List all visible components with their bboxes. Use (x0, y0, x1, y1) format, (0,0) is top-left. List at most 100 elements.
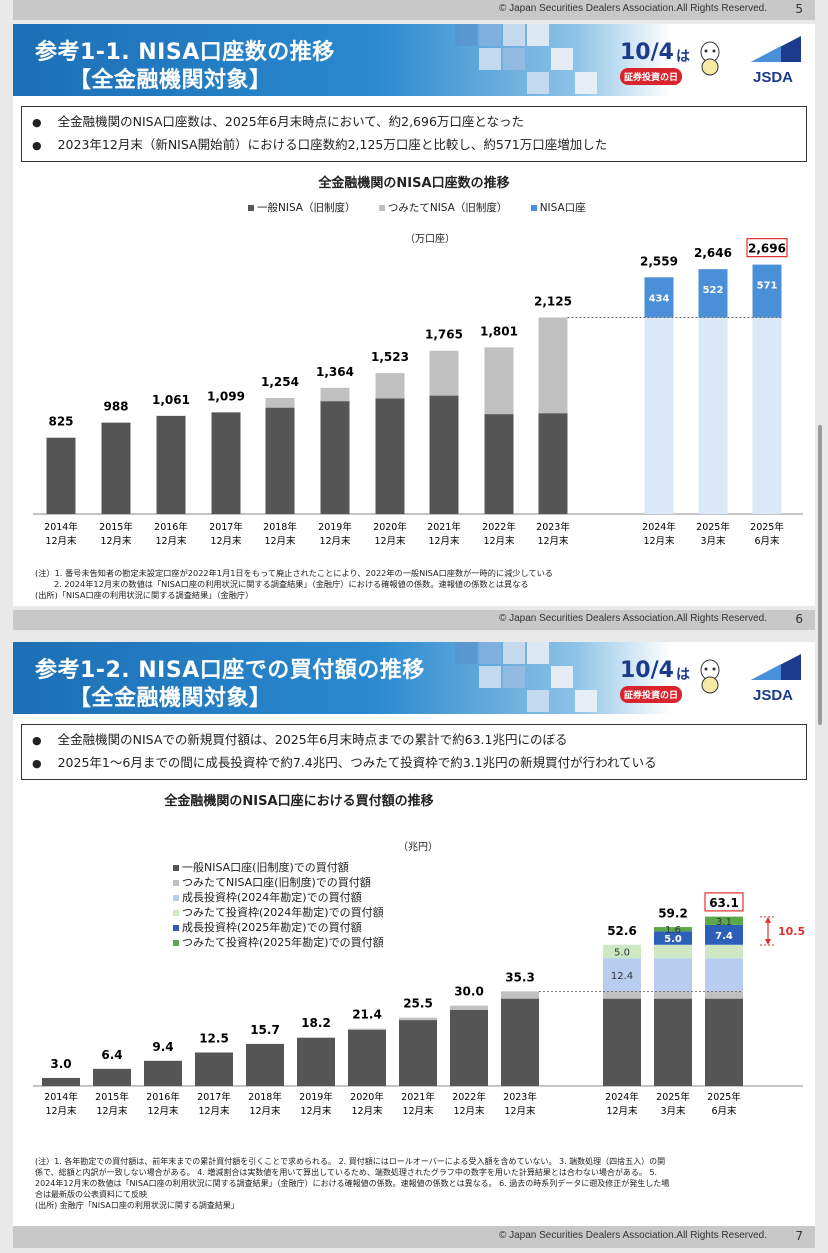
title-band: 参考1-2. NISA口座での買付額の推移 【全金融機関対象】 (13, 642, 815, 714)
x-tick-label: 2018年 (263, 521, 297, 533)
title-band: 参考1-1. NISA口座数の推移 【全金融機関対象】 (13, 24, 815, 96)
x-tick-label: 2023年 (503, 1091, 537, 1103)
data-label: 18.2 (301, 1016, 331, 1030)
bar-segment (603, 944, 641, 959)
bullet-item: 2025年1～6月までの間に成長投資枠で約7.4兆円、つみたて投資枠で約3.1兆… (32, 752, 796, 775)
x-tick-label: 12月末 (453, 1105, 485, 1117)
bar-segment (501, 998, 539, 1086)
bullet-item: 2023年12月末（新NISA開始前）における口座数約2,125万口座と比較し、… (32, 134, 796, 157)
bullet-item: 全金融機関のNISAでの新規買付額は、2025年6月末時点までの累計で約63.1… (32, 729, 796, 752)
prior-accounts-bar (644, 317, 674, 514)
jsda-mark-icon (751, 36, 801, 62)
jsda-text: JSDA (753, 69, 794, 86)
x-tick-label: 6月末 (754, 535, 780, 547)
slide-subtitle: 【全金融機関対象】 (69, 686, 272, 711)
bar-segment (450, 1009, 488, 1086)
bar-segment (156, 415, 186, 514)
data-label: 2,646 (694, 246, 732, 260)
bar-segment (705, 944, 743, 959)
bar-segment (538, 317, 568, 414)
legend-item: つみたてNISA口座(旧制度)での買付額 (173, 875, 384, 890)
summary-box: 全金融機関のNISAでの新規買付額は、2025年6月末時点までの累計で約63.1… (21, 724, 807, 780)
bar-segment (399, 1017, 437, 1021)
segment-label: 7.4 (715, 931, 733, 942)
x-tick-label: 12月末 (300, 1105, 332, 1117)
slide-title: 参考1-1. NISA口座数の推移 (35, 40, 335, 65)
data-label: 988 (103, 400, 128, 414)
jsda-mark-icon (751, 654, 801, 680)
x-tick-label: 12月末 (643, 535, 675, 547)
note-line: (出所) 金融庁「NISA口座の利用状況に関する調査結果」 (35, 1201, 239, 1210)
scrollbar[interactable] (818, 425, 822, 725)
bar-segment (654, 927, 692, 932)
note-line: (出所)「NISA口座の利用状況に関する調査結果」（金融庁） (35, 590, 254, 600)
page-number: 7 (795, 1229, 803, 1243)
page-number: 6 (795, 612, 803, 626)
data-label: 21.4 (352, 1008, 382, 1022)
x-tick-label: 12月末 (606, 1105, 638, 1117)
highlight-box (704, 892, 744, 912)
segment-label: 12.4 (611, 971, 633, 982)
bar-segment (297, 1037, 335, 1086)
bar-segment (429, 395, 459, 514)
note-line: 2. 2024年12月末の数値は「NISA口座の利用状況に関する調査結果」（金融… (35, 579, 529, 589)
investment-day-logo: 10/4 は 証券投資の日 (620, 656, 720, 706)
data-label: 30.0 (454, 985, 484, 999)
legend-item: つみたて投資枠(2025年勘定)での買付額 (173, 935, 384, 950)
data-label: 9.4 (152, 1040, 173, 1054)
x-tick-label: 2019年 (299, 1091, 333, 1103)
x-tick-label: 12月末 (45, 1105, 77, 1117)
bar-segment (297, 1037, 335, 1038)
segment-label: 434 (649, 293, 670, 304)
data-label: 1,801 (480, 324, 518, 338)
day-suffix: は (676, 49, 690, 65)
bullet-item: 全金融機関のNISA口座数は、2025年6月末時点において、約2,696万口座と… (32, 111, 796, 134)
data-label: 59.2 (658, 906, 688, 920)
slide-nisa-accounts: 参考1-1. NISA口座数の推移 【全金融機関対象】 10/4 は 証券投資の… (13, 24, 815, 606)
decorative-squares (455, 642, 597, 712)
x-tick-label: 12月末 (374, 535, 406, 547)
day-tag: 証券投資の日 (620, 68, 683, 85)
bar-segment (644, 277, 674, 318)
x-tick-label: 3月末 (660, 1105, 686, 1117)
jsda-text: JSDA (753, 687, 794, 704)
x-tick-label: 2024年 (605, 1091, 639, 1103)
bar-segment (348, 1028, 386, 1030)
x-tick-label: 2021年 (401, 1091, 435, 1103)
x-tick-label: 2017年 (209, 521, 243, 533)
data-label: 825 (48, 415, 73, 429)
bar-segment (429, 350, 459, 396)
legend-item: NISA口座 (530, 202, 586, 214)
bar-segment (484, 347, 514, 415)
bar-segment (399, 1020, 437, 1086)
chart-legend: 一般NISA（旧制度） つみたてNISA（旧制度） NISA口座 (248, 200, 586, 215)
bar-segment (375, 398, 405, 514)
decorative-squares (455, 24, 597, 94)
data-label: 12.5 (199, 1032, 229, 1046)
x-tick-label: 12月末 (45, 535, 77, 547)
bar-segment (705, 916, 743, 925)
legend-item: つみたてNISA（旧制度） (378, 202, 507, 214)
legend-item: 成長投資枠(2024年勘定)での買付額 (173, 890, 384, 905)
x-tick-label: 2025年 (656, 1091, 690, 1103)
bar-segment (603, 998, 641, 1086)
bar-segment (348, 1029, 386, 1086)
page-number: 5 (795, 2, 803, 16)
bar-segment (42, 1077, 80, 1086)
slide-title: 参考1-2. NISA口座での買付額の推移 (35, 658, 425, 683)
data-label: 1,765 (425, 328, 463, 342)
segment-label: 3.1 (716, 917, 732, 928)
x-tick-label: 12月末 (249, 1105, 281, 1117)
chart-title: 全金融機関のNISA口座数の推移 (318, 176, 510, 191)
legend-item: 一般NISA口座(旧制度)での買付額 (173, 860, 384, 875)
x-tick-label: 12月末 (210, 535, 242, 547)
chart-title: 全金融機関のNISA口座における買付額の推移 (164, 794, 434, 809)
x-tick-label: 12月末 (504, 1105, 536, 1117)
bar-segment (246, 1043, 284, 1086)
prior-accounts-bar (752, 317, 782, 514)
nisa-purchases-chart: 3.0 2014年 12月末 6.4 2015年 12月末 9.4 2016年 12月末 12.5… (33, 892, 805, 1117)
data-label: 6.4 (101, 1048, 122, 1062)
bar-segment (752, 264, 782, 318)
arrow-down-icon (765, 939, 771, 946)
x-tick-label: 2020年 (350, 1091, 384, 1103)
